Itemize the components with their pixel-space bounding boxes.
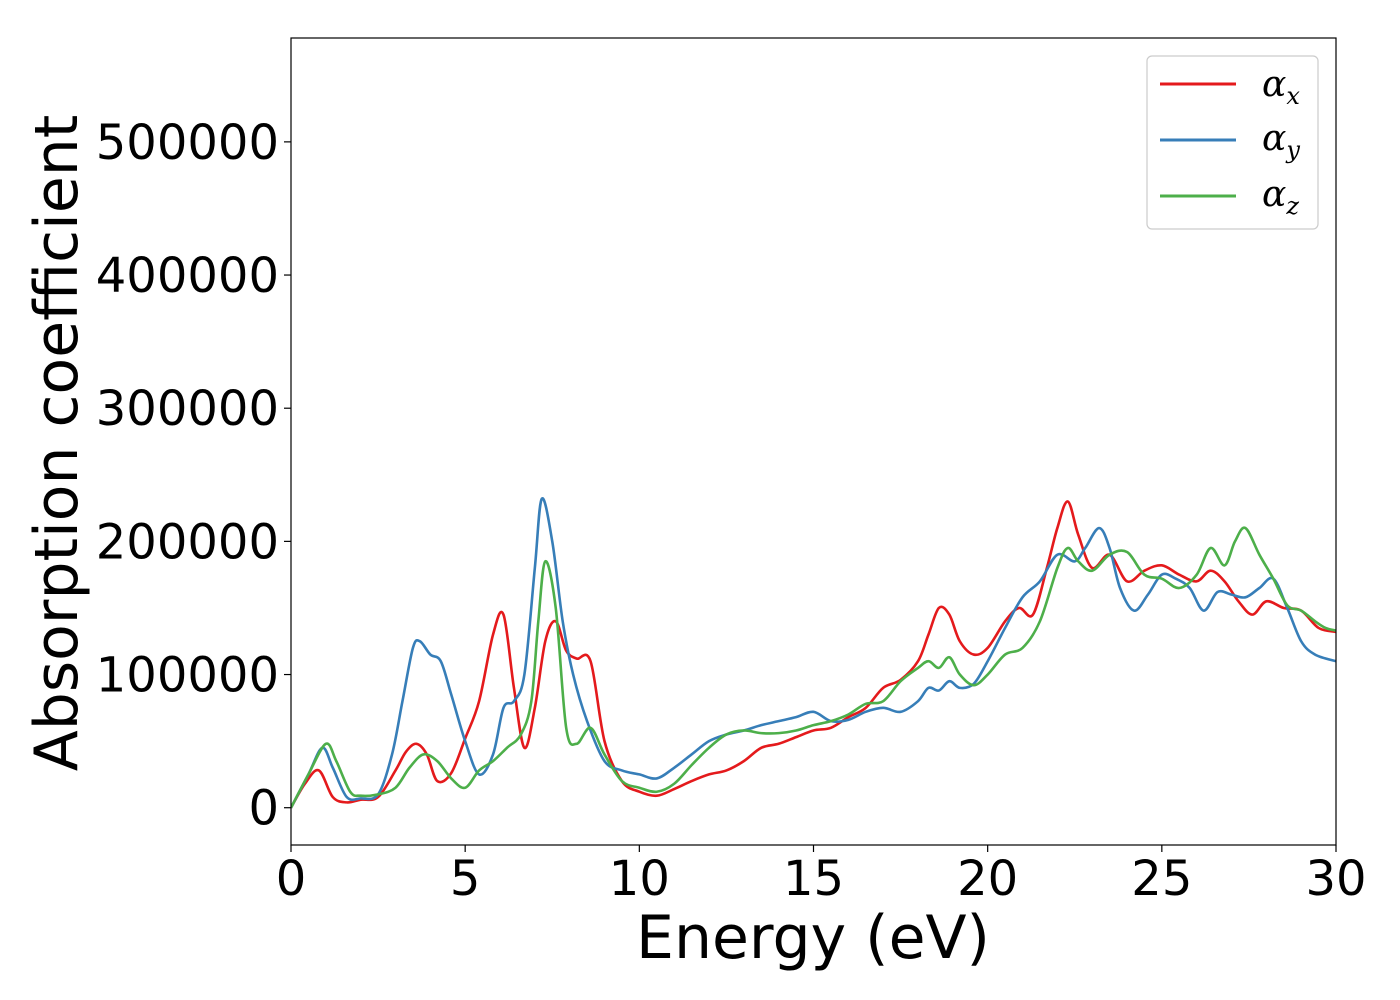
legend-symbol-alpha-x: α: [1262, 64, 1286, 105]
legend-subscript-z: z: [1285, 192, 1299, 220]
x-tick-label: 5: [450, 851, 481, 907]
y-tick-label: 200000: [96, 514, 279, 570]
legend-box: [1146, 55, 1319, 230]
legend-subscript-x: x: [1286, 82, 1300, 110]
legend-entry-alpha-z: αz: [1160, 174, 1299, 220]
y-tick-label: 0: [248, 781, 279, 837]
x-tick-label: 20: [957, 851, 1018, 907]
svg-text:αz: αz: [1262, 174, 1299, 220]
x-tick-label: 15: [783, 851, 844, 907]
x-tick-label: 0: [276, 851, 307, 907]
legend-symbol-alpha-y: α: [1262, 118, 1286, 159]
x-tick-label: 30: [1305, 851, 1366, 907]
series-line-alpha-x: [291, 500, 1336, 809]
legend-symbol-alpha-z: α: [1262, 174, 1286, 215]
y-tick-label: 100000: [96, 648, 279, 704]
svg-text:αx: αx: [1262, 64, 1300, 110]
svg-text:αy: αy: [1262, 118, 1300, 164]
series-line-alpha-y: [291, 497, 1336, 809]
tick-layer: 0 5 10 15 20 25 30 0 100000 200000 300000 400000 500…: [96, 115, 1367, 907]
series-layer: [291, 497, 1336, 809]
y-tick-label: 300000: [96, 381, 279, 437]
legend: αx αy αz: [1146, 55, 1319, 230]
legend-subscript-y: y: [1285, 136, 1300, 164]
series-line-alpha-z: [291, 526, 1336, 809]
legend-entry-alpha-y: αy: [1160, 118, 1300, 164]
y-tick-label: 400000: [96, 248, 279, 304]
y-tick-label: 500000: [96, 115, 279, 171]
legend-entry-alpha-x: αx: [1160, 64, 1300, 110]
y-axis-label: Absorption coefficient: [22, 115, 92, 772]
x-axis-label: Energy (eV): [636, 903, 990, 973]
x-tick-label: 25: [1131, 851, 1192, 907]
x-tick-label: 10: [609, 851, 670, 907]
